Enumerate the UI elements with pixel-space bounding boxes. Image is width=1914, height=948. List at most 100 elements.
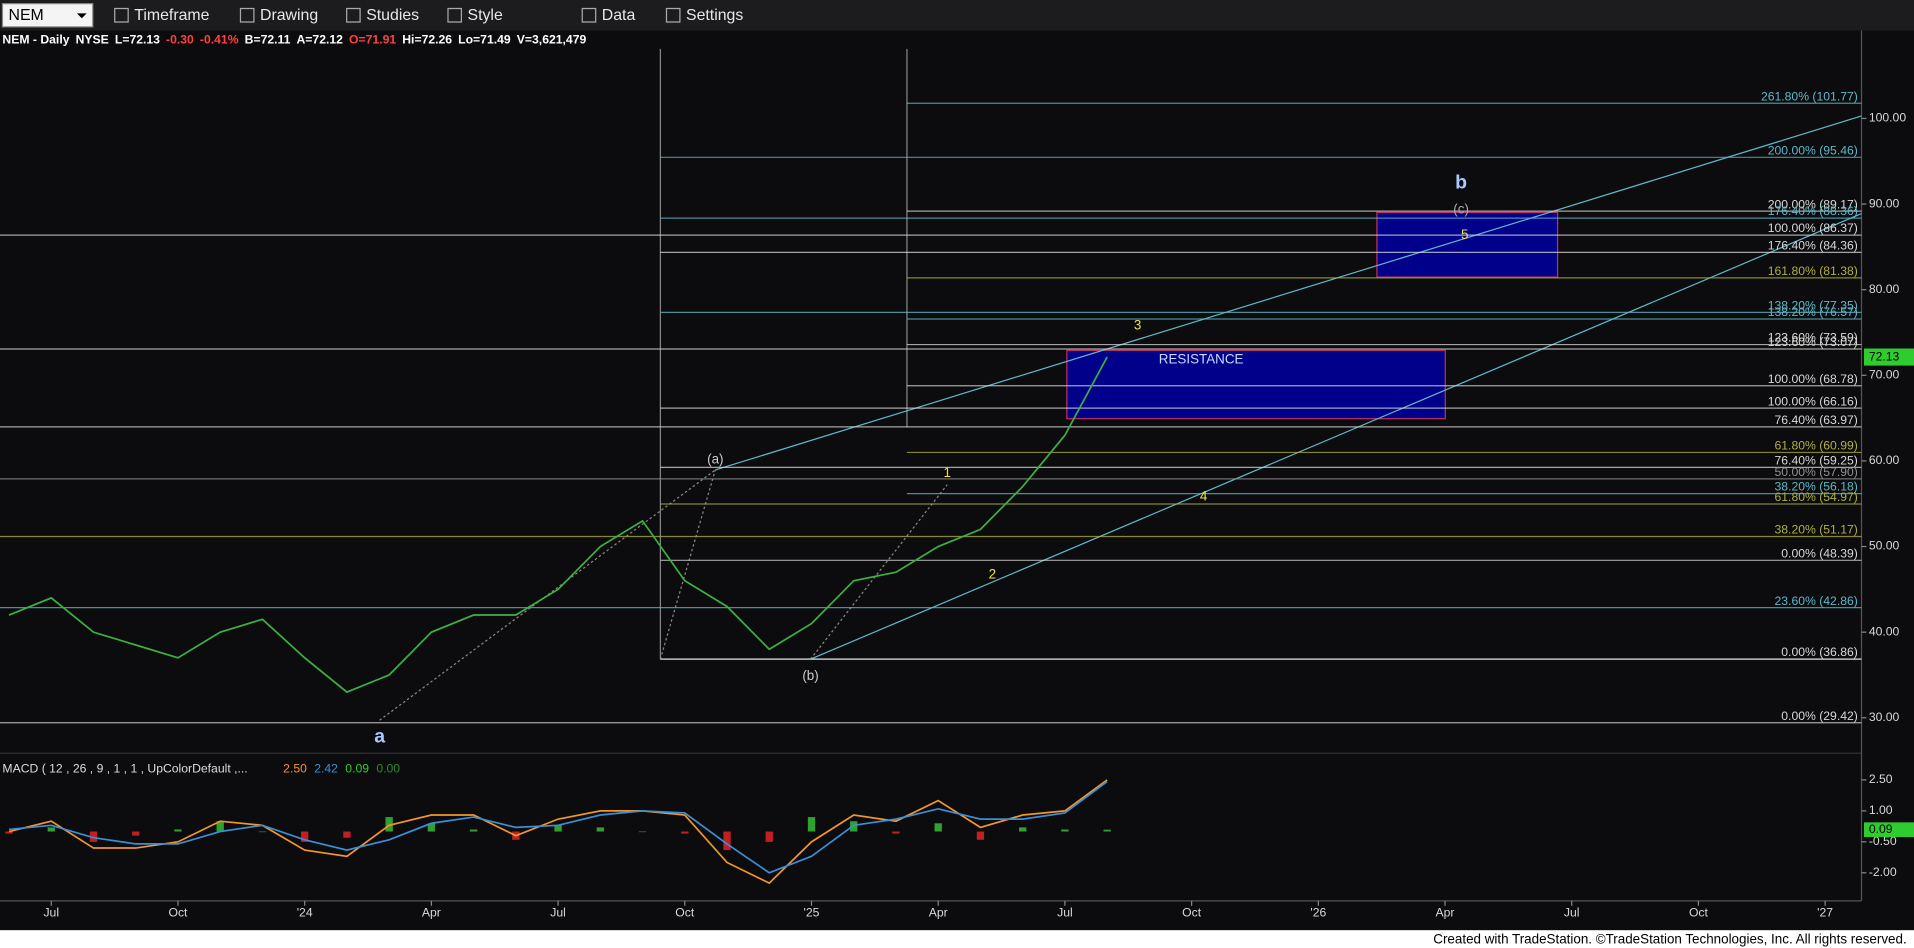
macd-histogram-bar: [554, 825, 562, 832]
menu-icon: [447, 7, 463, 23]
x-tick-label: Jul: [1564, 905, 1580, 919]
wave-label: 4: [1200, 488, 1208, 503]
fib-label: 176.40% (88.36): [1768, 204, 1858, 218]
resistance-box: [1066, 349, 1446, 420]
quote-field: NYSE: [76, 33, 109, 47]
wave-label: (b): [802, 668, 818, 683]
fib-label: 76.40% (63.97): [1775, 413, 1858, 427]
macd-legend-value: 2.42: [314, 761, 338, 775]
macd-histogram-bar: [976, 831, 985, 840]
price-line: [8, 356, 1108, 694]
macd-histogram-bar: [469, 829, 478, 832]
toolbar: [0, 0, 1914, 31]
y-tick-label: 70.00: [1869, 368, 1900, 382]
wave-label: 2: [989, 566, 996, 581]
wave-label: 5: [1461, 227, 1468, 242]
macd-histogram-bar: [385, 817, 393, 832]
macd-legend-value: 2.50: [283, 761, 307, 775]
y-tick-label: 30.00: [1869, 710, 1900, 724]
menu-icon: [239, 7, 255, 23]
menu-item[interactable]: Studies: [366, 7, 419, 24]
macd-histogram-bar: [216, 821, 224, 832]
quote-field: -0.41%: [200, 33, 239, 47]
dotted-line: [379, 469, 716, 721]
fib-label: 200.00% (95.46): [1768, 143, 1858, 157]
footer: Created with TradeStation. ©TradeStation…: [1433, 931, 1906, 946]
x-tick-label: Apr: [1436, 905, 1455, 919]
wave-label: a: [374, 725, 385, 747]
x-tick-label: Oct: [1689, 905, 1709, 919]
y-tick-label: 60.00: [1869, 453, 1900, 467]
target-box: [1376, 211, 1559, 278]
macd-legend-value: 0.09: [345, 761, 369, 775]
macd-line: [8, 780, 1108, 874]
y-tick-label: 80.00: [1869, 282, 1900, 296]
macd-histogram-bar: [892, 831, 900, 834]
menu-item[interactable]: Drawing: [260, 7, 318, 24]
x-tick-label: Apr: [422, 905, 441, 919]
macd-histogram-bar: [596, 827, 604, 832]
x-tick-label: Oct: [675, 905, 695, 919]
wave-label: (c): [1453, 202, 1469, 217]
wave-label: (a): [707, 452, 723, 467]
macd-histogram-bar: [427, 823, 436, 832]
menu-icon: [581, 7, 597, 23]
y-tick-label: 90.00: [1869, 196, 1900, 210]
x-tick-label: Oct: [168, 905, 188, 919]
macd-histogram-bar: [132, 831, 140, 836]
macd-histogram-bar: [47, 827, 55, 832]
wave-label: 3: [1134, 317, 1141, 332]
quote-field: O=71.91: [349, 33, 396, 47]
macd-histogram-bar: [258, 831, 267, 833]
y-tick-label: 1.00: [1869, 803, 1893, 817]
menu-item[interactable]: Timeframe: [134, 7, 209, 24]
menu-item[interactable]: Settings: [686, 7, 743, 24]
macd-histogram-bar: [343, 831, 351, 838]
fib-label: 0.00% (48.39): [1781, 546, 1858, 560]
x-tick-label: '27: [1817, 905, 1833, 919]
x-tick-label: Apr: [929, 905, 948, 919]
fib-label: 161.80% (81.38): [1768, 264, 1858, 278]
macd-last: 0.09: [1869, 822, 1893, 836]
y-tick-label: 100.00: [1869, 111, 1906, 125]
fib-label: 100.00% (66.16): [1768, 394, 1858, 408]
fib-label: 76.40% (59.25): [1775, 453, 1858, 467]
quote-field: L=72.13: [115, 33, 160, 47]
macd-histogram-bar: [681, 831, 689, 834]
fib-label: 100.00% (86.37): [1768, 221, 1858, 235]
menu-item[interactable]: Style: [468, 7, 503, 24]
y-tick-label: 2.50: [1869, 772, 1893, 786]
macd-histogram-bar: [723, 831, 731, 851]
dropdown-arrow: [76, 13, 87, 19]
menu-item[interactable]: Data: [602, 7, 636, 24]
x-tick-label: Jul: [43, 905, 59, 919]
quote-field: A=72.12: [297, 33, 344, 47]
fib-label: 23.60% (42.86): [1775, 594, 1858, 608]
dotted-line: [659, 469, 716, 660]
fib-label: 138.20% (77.35): [1768, 298, 1858, 312]
symbol-box[interactable]: [1, 3, 94, 28]
macd-histogram-bar: [638, 831, 647, 833]
macd-histogram-bar: [5, 831, 13, 834]
fib-label: 0.00% (29.42): [1781, 709, 1858, 723]
x-tick-label: '24: [297, 905, 313, 919]
y-tick-label: 50.00: [1869, 539, 1900, 553]
trend-line: [810, 213, 1862, 660]
macd-histogram-bar: [765, 831, 773, 842]
fib-label: 100.00% (68.78): [1768, 372, 1858, 386]
fib-label: 200.00% (89.17): [1768, 197, 1858, 211]
y-tick-label: 40.00: [1869, 624, 1900, 638]
fib-label: 38.20% (56.18): [1775, 480, 1858, 494]
trend-line: [715, 115, 1862, 471]
quote-field: -0.30: [166, 33, 194, 47]
symbol[interactable]: NEM: [9, 7, 44, 24]
x-tick-label: '25: [804, 905, 820, 919]
macd-title: MACD ( 12 , 26 , 9 , 1 , 1 , UpColorDefa…: [2, 761, 247, 775]
y-tick-label: -0.50: [1869, 834, 1897, 848]
fib-label: 0.00% (36.86): [1781, 645, 1858, 659]
wave-label: RESISTANCE: [1159, 352, 1244, 367]
fib-label: 176.40% (84.36): [1768, 238, 1858, 252]
